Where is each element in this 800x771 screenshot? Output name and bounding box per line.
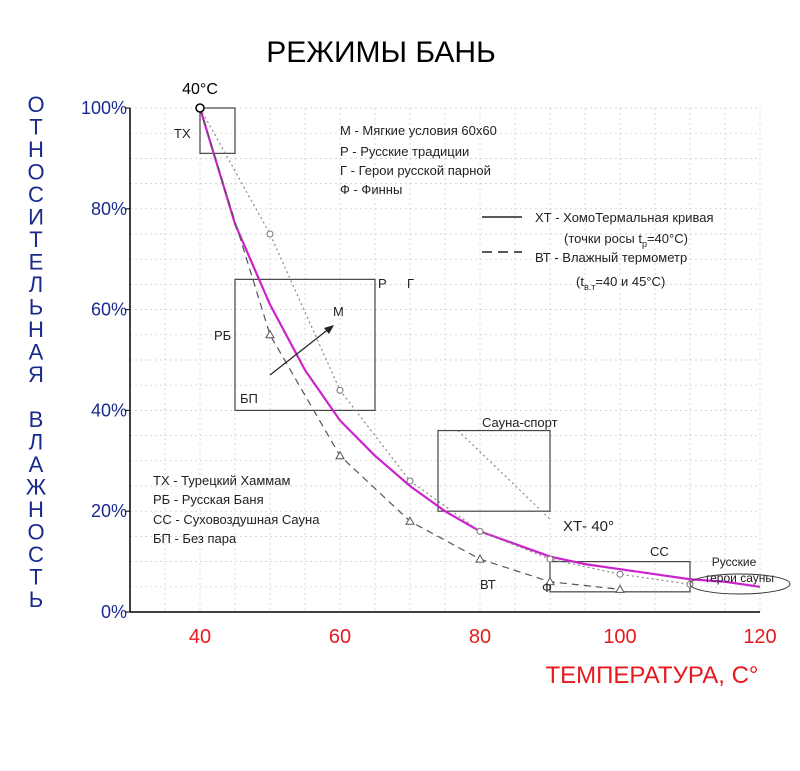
legend-bottom-item: РБ - Русская Баня	[153, 492, 264, 507]
region-diagonal	[457, 430, 551, 520]
axes	[129, 108, 760, 613]
legend-top-item: Р - Русские традиции	[340, 144, 469, 159]
legend-vt-detail: (tв.т=40 и 45°С)	[576, 274, 665, 292]
y-tick-labels: 0% 20% 40% 60% 80% 100%	[81, 98, 130, 622]
x-axis-label: ТЕМПЕРАТУРА, С°	[545, 662, 758, 689]
legend-top-item: Ф - Финны	[340, 182, 402, 197]
ss-label: СС	[650, 544, 669, 559]
series-point	[265, 329, 275, 339]
x-tick-label: 100	[603, 626, 636, 648]
x-tick-label: 40	[189, 626, 211, 648]
heroes-ellipse	[689, 573, 791, 595]
legend-vt-detail-a: (t	[576, 274, 584, 289]
y-axis-label-letter: Л	[29, 430, 43, 455]
series-point	[545, 576, 555, 586]
top-point-marker	[195, 103, 205, 113]
chart-title: РЕЖИМЫ БАНЬ	[266, 36, 496, 69]
x-tick-labels: 40 60 80 100 120	[189, 626, 777, 648]
legend-top-item: Г - Герои русской парной	[340, 163, 491, 178]
tx-region-label: ТХ	[174, 126, 191, 141]
legend-bottom-item: СС - Суховоздушная Сауна	[153, 512, 320, 527]
legend-top: М - Мягкие условия 60х60 Р - Русские тра…	[340, 123, 497, 197]
region-box	[234, 278, 376, 411]
y-axis-label-letter: Я	[28, 362, 44, 387]
legend-bottom-item: БП - Без пара	[153, 531, 237, 546]
series	[195, 103, 761, 593]
top-point-label: 40°C	[182, 81, 218, 98]
y-tick-label: 20%	[91, 501, 127, 521]
legend-xt-detail-a: (точки росы t	[564, 231, 642, 246]
y-axis-label-letter: Н	[28, 497, 44, 522]
legend-top-item: М - Мягкие условия 60х60	[340, 123, 497, 138]
x-tick-label: 60	[329, 626, 351, 648]
series-point	[406, 477, 414, 485]
sauna-sport-label: Сауна-спорт	[482, 415, 558, 430]
x-tick-label: 80	[469, 626, 491, 648]
y-axis-label-letter: О	[27, 520, 44, 545]
vt-label: ВТ	[480, 577, 496, 592]
series-point	[336, 386, 344, 394]
legend-vt-detail-sub: в.т	[584, 282, 595, 292]
xt40-label: ХТ- 40°	[563, 518, 614, 535]
heroes-label-line2: герои сауны	[706, 571, 774, 585]
region-box	[199, 107, 236, 154]
x-tick-label: 120	[743, 626, 776, 648]
series-point	[475, 554, 485, 563]
y-axis-label-letter: О	[27, 160, 44, 185]
series-point	[335, 450, 345, 460]
series-point	[476, 527, 484, 535]
y-axis-label-letter: Т	[29, 227, 42, 252]
y-axis-label-letter: И	[28, 205, 44, 230]
series-point	[546, 555, 554, 563]
legend-bottom: ТХ - Турецкий Хаммам РБ - Русская Баня С…	[153, 473, 320, 546]
y-tick-label: 40%	[91, 400, 127, 420]
series-line	[199, 107, 691, 585]
y-axis-label-letter: Ь	[29, 587, 43, 612]
legend-vt-text: ВТ - Влажный термометр	[535, 250, 687, 265]
rb-label: РБ	[214, 328, 231, 343]
region-box	[437, 429, 551, 512]
y-axis-label-letter: Т	[29, 565, 42, 590]
g-label: Г	[407, 276, 414, 291]
r-label: Р	[378, 276, 387, 291]
series-point	[266, 230, 274, 238]
legend-xt-text: ХТ - ХомоТермальная кривая	[535, 210, 714, 225]
phi-label: Ф	[542, 580, 552, 595]
y-axis-label-letter: Н	[28, 137, 44, 162]
legend-bottom-item: ТХ - Турецкий Хаммам	[153, 473, 290, 488]
y-tick-label: 0%	[101, 602, 127, 622]
y-axis-label-letter: С	[28, 542, 44, 567]
series-point	[616, 570, 624, 578]
y-axis-label-letter: Ь	[29, 295, 43, 320]
y-tick-label: 80%	[91, 199, 127, 219]
heroes-label-line1: Русские	[712, 555, 757, 569]
y-axis-label-letter: А	[29, 340, 44, 365]
y-axis-label-letter: А	[29, 452, 44, 477]
y-axis-label-letter: Л	[29, 272, 43, 297]
legend-vt-detail-b: =40 и 45°С)	[595, 274, 665, 289]
y-axis-label-letter: Т	[29, 115, 42, 140]
y-axis-label-letter: С	[28, 182, 44, 207]
y-tick-label: 100%	[81, 98, 127, 118]
legend-xt-detail-b: =40°С)	[647, 231, 688, 246]
y-axis-label-letter: Е	[29, 250, 44, 275]
bp-label: БП	[240, 391, 258, 406]
m-label: М	[333, 304, 344, 319]
arrow-icon	[269, 325, 334, 376]
series-point	[405, 516, 415, 525]
legend-xt-detail: (точки росы tр=40°С)	[564, 231, 688, 249]
y-tick-label: 60%	[91, 300, 127, 320]
legend-lines: ХТ - ХомоТермальная кривая (точки росы t…	[482, 210, 714, 292]
y-axis-label-letter: Ж	[26, 475, 47, 500]
legend-xt-detail-sub: р	[642, 239, 647, 249]
y-axis-label-letter: О	[27, 92, 44, 117]
y-axis-label-letter: Н	[28, 317, 44, 342]
y-axis-label-letter: В	[29, 407, 44, 432]
series-point	[615, 584, 625, 593]
